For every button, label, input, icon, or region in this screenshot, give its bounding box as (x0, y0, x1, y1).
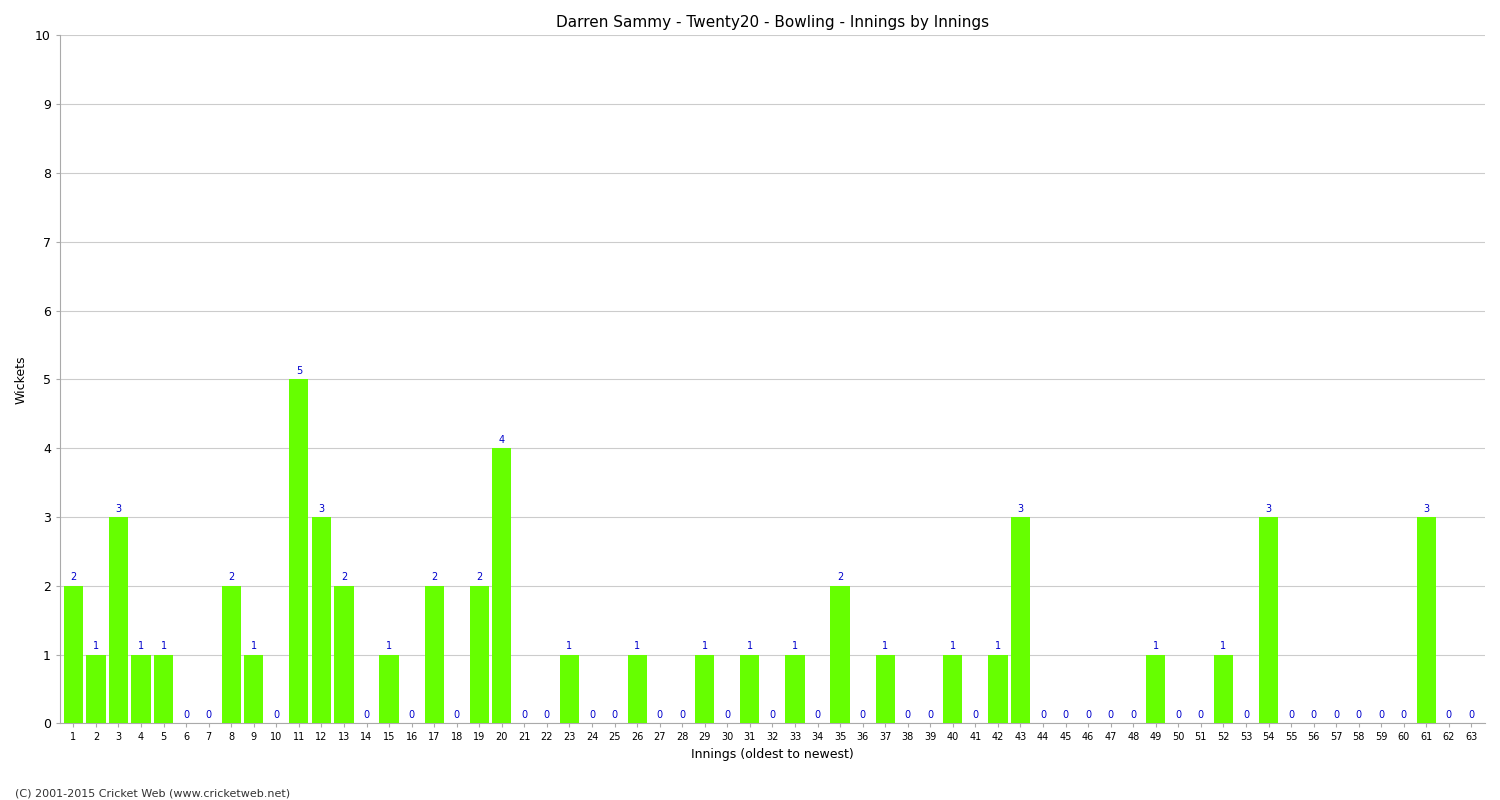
Bar (876, 654, 896, 723)
Text: 1: 1 (251, 641, 257, 651)
Bar (944, 654, 963, 723)
Bar (1146, 654, 1166, 723)
Bar (470, 586, 489, 723)
Bar (424, 586, 444, 723)
Text: 3: 3 (1424, 503, 1430, 514)
Text: 1: 1 (93, 641, 99, 651)
Text: 0: 0 (859, 710, 865, 720)
Text: 2: 2 (430, 572, 438, 582)
Text: 0: 0 (590, 710, 596, 720)
Text: 0: 0 (680, 710, 686, 720)
Text: 2: 2 (70, 572, 76, 582)
Text: 0: 0 (1401, 710, 1407, 720)
Text: 0: 0 (544, 710, 550, 720)
Bar (132, 654, 150, 723)
Bar (87, 654, 105, 723)
Text: 0: 0 (770, 710, 776, 720)
Bar (786, 654, 804, 723)
Text: 2: 2 (228, 572, 234, 582)
Text: 0: 0 (657, 710, 663, 720)
Text: 2: 2 (476, 572, 483, 582)
Text: 1: 1 (950, 641, 956, 651)
Text: 1: 1 (1221, 641, 1227, 651)
Text: 0: 0 (1311, 710, 1317, 720)
Text: 1: 1 (882, 641, 888, 651)
Text: 1: 1 (386, 641, 392, 651)
Text: 0: 0 (1378, 710, 1384, 720)
Text: 0: 0 (363, 710, 369, 720)
Text: 1: 1 (994, 641, 1000, 651)
Text: 3: 3 (1017, 503, 1023, 514)
Text: 4: 4 (500, 434, 506, 445)
Bar (312, 517, 332, 723)
Text: 0: 0 (1288, 710, 1294, 720)
Text: 0: 0 (1468, 710, 1474, 720)
Text: 5: 5 (296, 366, 302, 376)
Text: 1: 1 (567, 641, 573, 651)
Text: 0: 0 (183, 710, 189, 720)
Text: 1: 1 (747, 641, 753, 651)
Text: 0: 0 (724, 710, 730, 720)
Text: 0: 0 (206, 710, 212, 720)
Bar (1258, 517, 1278, 723)
Text: 0: 0 (904, 710, 910, 720)
Text: 0: 0 (522, 710, 528, 720)
Bar (741, 654, 759, 723)
Bar (222, 586, 242, 723)
Bar (64, 586, 82, 723)
Text: 1: 1 (792, 641, 798, 651)
Text: 0: 0 (1334, 710, 1340, 720)
Bar (154, 654, 172, 723)
Text: 2: 2 (837, 572, 843, 582)
Text: 0: 0 (1107, 710, 1113, 720)
Bar (560, 654, 579, 723)
Bar (110, 517, 128, 723)
Text: 0: 0 (815, 710, 821, 720)
Text: 0: 0 (273, 710, 279, 720)
Bar (334, 586, 354, 723)
Text: 1: 1 (160, 641, 166, 651)
Text: 1: 1 (634, 641, 640, 651)
Text: 0: 0 (612, 710, 618, 720)
Text: (C) 2001-2015 Cricket Web (www.cricketweb.net): (C) 2001-2015 Cricket Web (www.cricketwe… (15, 788, 290, 798)
Text: 1: 1 (138, 641, 144, 651)
X-axis label: Innings (oldest to newest): Innings (oldest to newest) (692, 748, 853, 761)
Bar (492, 448, 512, 723)
Text: 0: 0 (927, 710, 933, 720)
Text: 0: 0 (1356, 710, 1362, 720)
Text: 0: 0 (1130, 710, 1137, 720)
Bar (694, 654, 714, 723)
Text: 0: 0 (972, 710, 978, 720)
Bar (290, 379, 309, 723)
Text: 0: 0 (1198, 710, 1204, 720)
Bar (380, 654, 399, 723)
Text: 0: 0 (1446, 710, 1452, 720)
Text: 0: 0 (1244, 710, 1250, 720)
Bar (831, 586, 849, 723)
Bar (988, 654, 1008, 723)
Text: 3: 3 (116, 503, 122, 514)
Text: 1: 1 (702, 641, 708, 651)
Bar (1011, 517, 1031, 723)
Y-axis label: Wickets: Wickets (15, 355, 28, 404)
Text: 1: 1 (1152, 641, 1160, 651)
Bar (1214, 654, 1233, 723)
Text: 0: 0 (1062, 710, 1068, 720)
Text: 3: 3 (318, 503, 324, 514)
Text: 0: 0 (408, 710, 414, 720)
Title: Darren Sammy - Twenty20 - Bowling - Innings by Innings: Darren Sammy - Twenty20 - Bowling - Inni… (556, 15, 988, 30)
Bar (627, 654, 646, 723)
Bar (1418, 517, 1436, 723)
Text: 0: 0 (1084, 710, 1090, 720)
Text: 3: 3 (1266, 503, 1272, 514)
Text: 0: 0 (453, 710, 460, 720)
Text: 0: 0 (1040, 710, 1046, 720)
Text: 2: 2 (340, 572, 346, 582)
Bar (244, 654, 264, 723)
Text: 0: 0 (1176, 710, 1182, 720)
